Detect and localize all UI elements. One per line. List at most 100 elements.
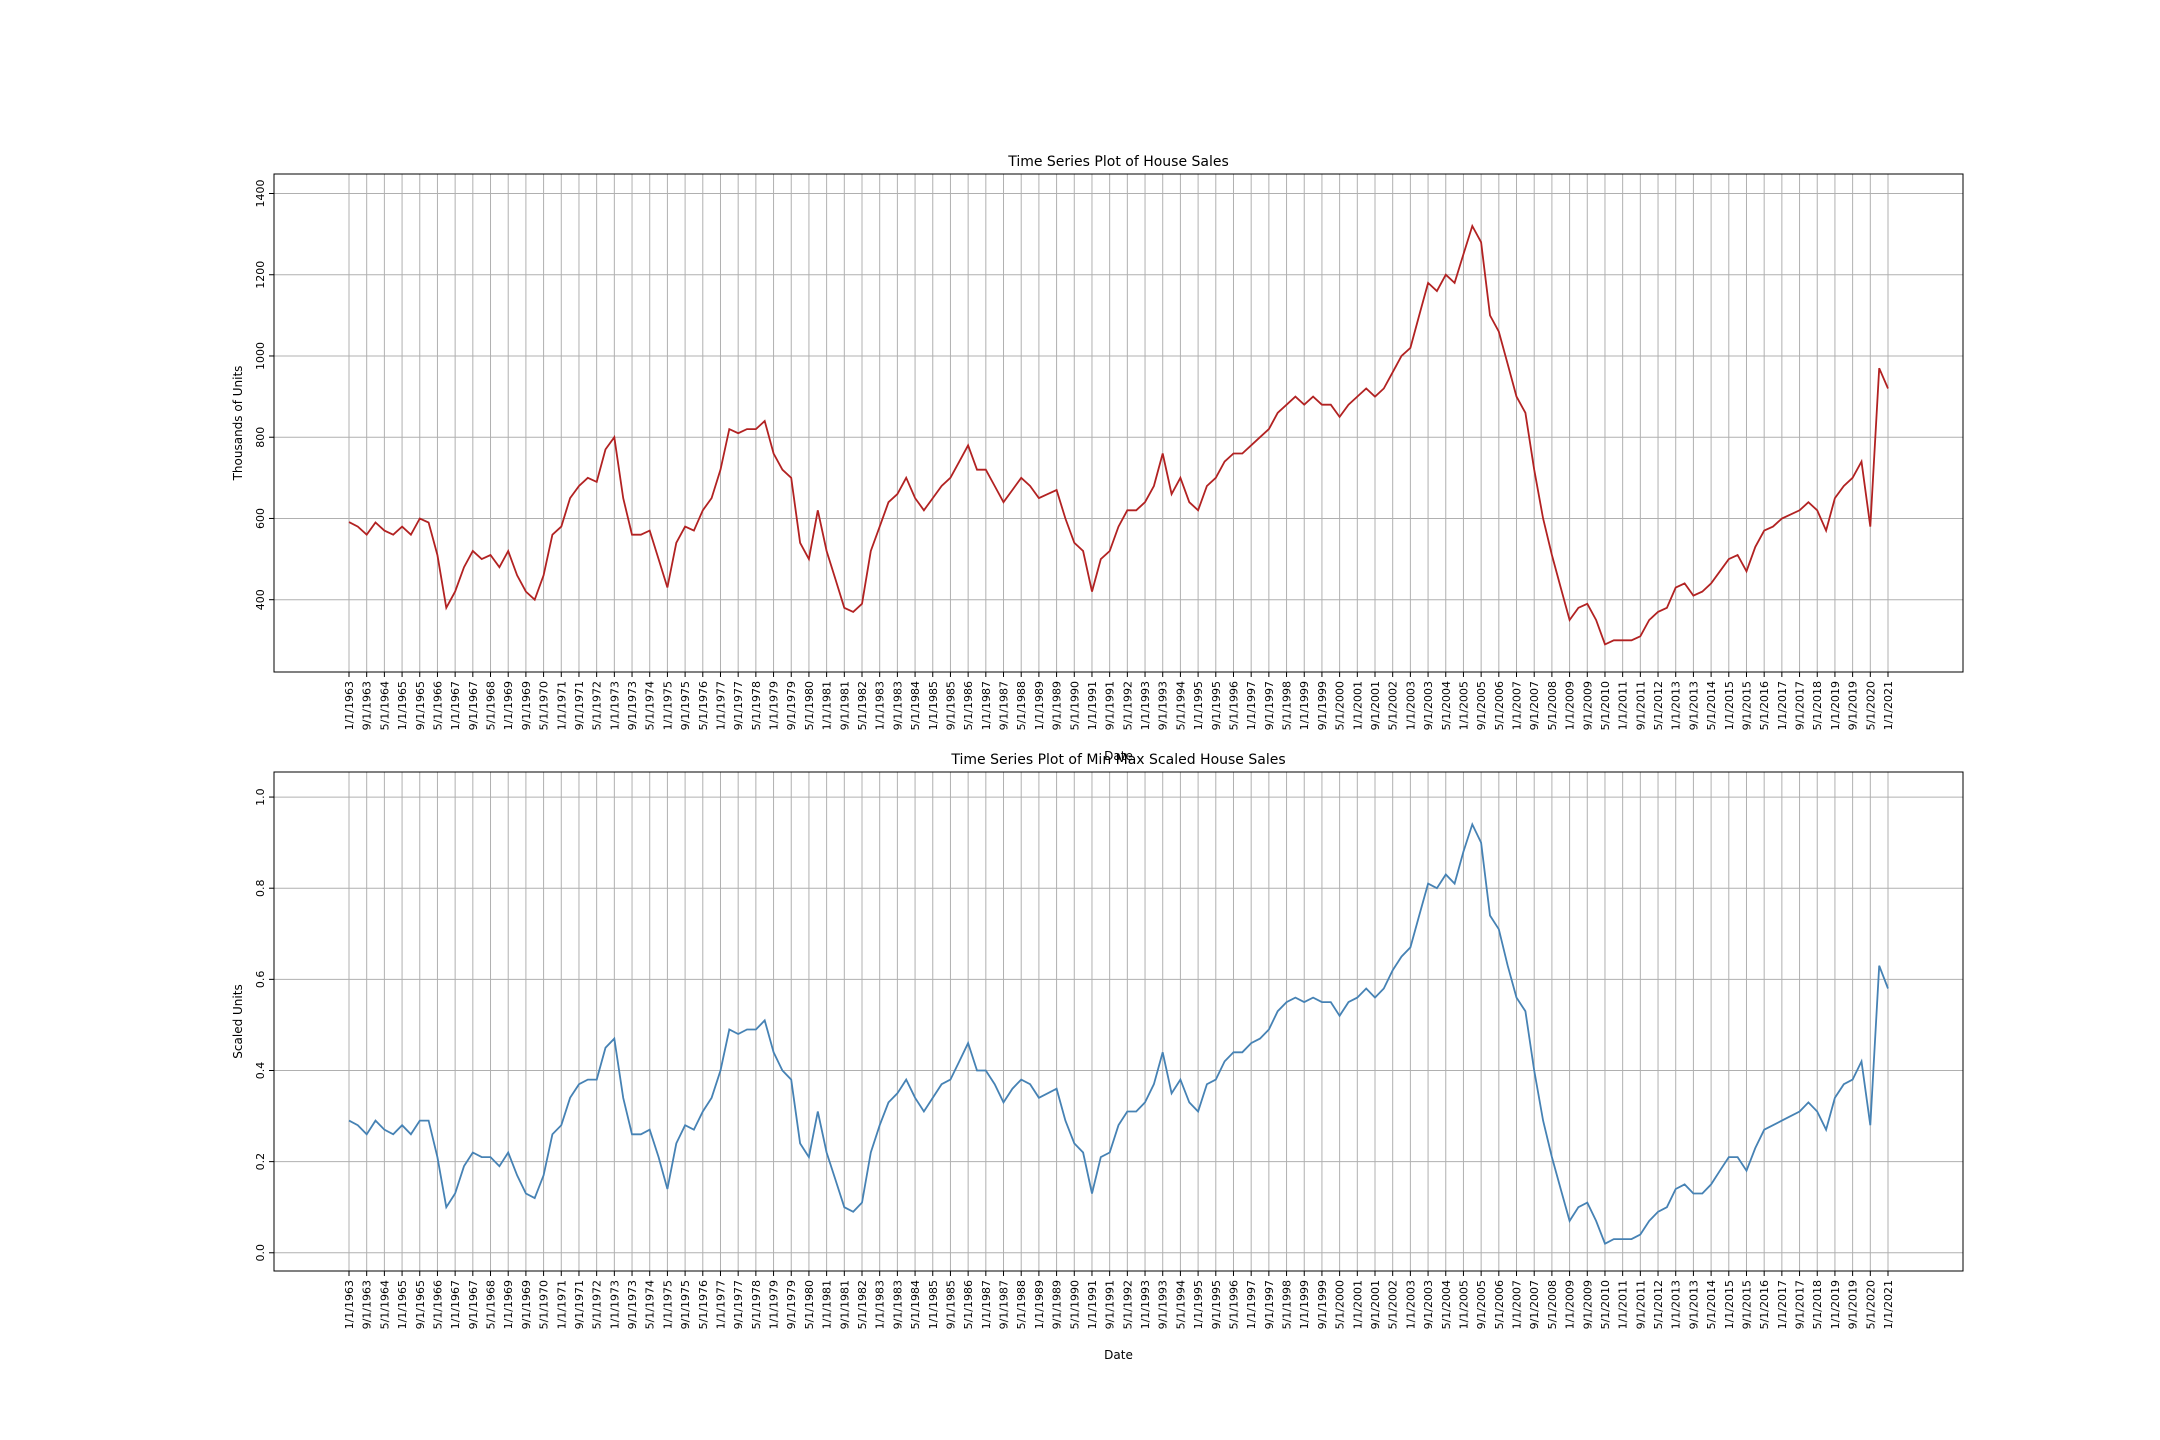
x-tick-label: 1/1/2021 xyxy=(1882,681,1895,730)
chart-title: Time Series Plot of Min Max Scaled House… xyxy=(950,752,1285,768)
x-tick-label: 9/1/1983 xyxy=(891,681,904,730)
x-tick-label: 9/1/1973 xyxy=(626,681,639,730)
x-tick-label: 9/1/1995 xyxy=(1210,681,1223,730)
y-tick-label: 600 xyxy=(254,508,267,529)
x-tick-label: 1/1/1987 xyxy=(980,1280,993,1329)
x-tick-label: 1/1/1977 xyxy=(714,1280,727,1329)
x-tick-label: 5/1/1970 xyxy=(538,681,551,730)
plot-frame xyxy=(273,771,1964,1272)
x-tick-label: 9/1/1965 xyxy=(414,681,427,730)
y-tick-label: 400 xyxy=(254,589,267,610)
x-tick-label: 1/1/1973 xyxy=(608,681,621,730)
x-tick-label: 1/1/1963 xyxy=(343,681,356,730)
x-tick-label: 1/1/1983 xyxy=(874,681,887,730)
x-tick-label: 5/1/2014 xyxy=(1705,1280,1718,1329)
x-tick-label: 1/1/2005 xyxy=(1457,1280,1470,1329)
x-tick-label: 1/1/2011 xyxy=(1617,681,1630,730)
x-tick-label: 1/1/1969 xyxy=(502,1280,515,1329)
x-tick-label: 9/1/1985 xyxy=(944,681,957,730)
x-tick-label: 1/1/1979 xyxy=(768,681,781,730)
x-tick-label: 1/1/1965 xyxy=(396,681,409,730)
x-tick-label: 9/1/2005 xyxy=(1475,1280,1488,1329)
x-tick-label: 5/1/2010 xyxy=(1599,1280,1612,1329)
x-tick-label: 9/1/1979 xyxy=(785,681,798,730)
x-tick-label: 5/1/1980 xyxy=(803,1280,816,1329)
x-tick-label: 9/1/1981 xyxy=(838,1280,851,1329)
x-tick-label: 1/1/1971 xyxy=(555,681,568,730)
x-tick-label: 9/1/2019 xyxy=(1847,1280,1860,1329)
x-tick-label: 1/1/1975 xyxy=(661,681,674,730)
x-tick-label: 9/1/2015 xyxy=(1740,1280,1753,1329)
x-tick-label: 9/1/1993 xyxy=(1157,1280,1170,1329)
x-tick-label: 5/1/2008 xyxy=(1546,681,1559,730)
x-axis-label: Date xyxy=(1104,749,1133,763)
x-tick-label: 5/1/2014 xyxy=(1705,681,1718,730)
plot-frame xyxy=(273,173,1964,673)
x-tick-label: 9/1/1987 xyxy=(998,1280,1011,1329)
x-tick-label: 5/1/2020 xyxy=(1864,1280,1877,1329)
x-tick-label: 1/1/1991 xyxy=(1086,681,1099,730)
x-tick-label: 9/1/1971 xyxy=(573,681,586,730)
x-tick-label: 1/1/2019 xyxy=(1829,1280,1842,1329)
x-tick-label: 5/1/1966 xyxy=(431,681,444,730)
y-tick-label: 800 xyxy=(254,427,267,448)
x-tick-label: 5/1/2012 xyxy=(1652,681,1665,730)
x-tick-label: 9/1/1997 xyxy=(1263,681,1276,730)
x-tick-label: 5/1/1972 xyxy=(591,681,604,730)
x-tick-label: 5/1/2018 xyxy=(1811,681,1824,730)
x-tick-label: 9/1/2003 xyxy=(1422,681,1435,730)
x-tick-label: 1/1/1971 xyxy=(555,1280,568,1329)
x-tick-label: 5/1/1974 xyxy=(644,1280,657,1329)
x-tick-label: 1/1/2011 xyxy=(1617,1280,1630,1329)
x-tick-label: 9/1/2005 xyxy=(1475,681,1488,730)
x-tick-label: 1/1/2003 xyxy=(1404,681,1417,730)
x-tick-label: 9/1/1989 xyxy=(1051,681,1064,730)
x-tick-label: 1/1/1989 xyxy=(1033,681,1046,730)
y-tick-label: 0.8 xyxy=(254,879,267,897)
x-tick-label: 5/1/1984 xyxy=(909,681,922,730)
x-tick-label: 1/1/1999 xyxy=(1298,1280,1311,1329)
x-tick-label: 9/1/2013 xyxy=(1687,1280,1700,1329)
x-axis-label: Date xyxy=(1104,1348,1133,1362)
x-tick-label: 5/1/1990 xyxy=(1068,681,1081,730)
x-tick-label: 9/1/1967 xyxy=(467,1280,480,1329)
x-tick-label: 1/1/1977 xyxy=(714,681,727,730)
y-tick-label: 0.4 xyxy=(254,1062,267,1080)
x-tick-label: 1/1/1993 xyxy=(1139,1280,1152,1329)
x-tick-label: 5/1/1984 xyxy=(909,1280,922,1329)
x-tick-label: 5/1/1982 xyxy=(856,1280,869,1329)
x-tick-label: 5/1/1982 xyxy=(856,681,869,730)
x-tick-label: 5/1/2002 xyxy=(1387,1280,1400,1329)
y-tick-label: 1400 xyxy=(254,179,267,207)
x-tick-label: 9/1/1997 xyxy=(1263,1280,1276,1329)
x-tick-label: 9/1/1993 xyxy=(1157,681,1170,730)
x-tick-label: 1/1/2019 xyxy=(1829,681,1842,730)
x-tick-label: 1/1/2001 xyxy=(1351,681,1364,730)
x-tick-label: 5/1/1986 xyxy=(962,1280,975,1329)
x-tick-label: 9/1/1999 xyxy=(1316,681,1329,730)
y-tick-label: 1200 xyxy=(254,261,267,289)
x-tick-label: 1/1/2007 xyxy=(1511,681,1524,730)
x-tick-label: 1/1/2001 xyxy=(1351,1280,1364,1329)
data-line xyxy=(348,223,1889,646)
x-tick-label: 9/1/1999 xyxy=(1316,1280,1329,1329)
x-tick-label: 1/1/1975 xyxy=(661,1280,674,1329)
x-tick-label: 1/1/1967 xyxy=(449,681,462,730)
x-tick-label: 1/1/1963 xyxy=(343,1280,356,1329)
x-tick-label: 1/1/1985 xyxy=(927,1280,940,1329)
x-tick-label: 1/1/1969 xyxy=(502,681,515,730)
x-tick-label: 9/1/1985 xyxy=(944,1280,957,1329)
x-tick-label: 5/1/1980 xyxy=(803,681,816,730)
x-tick-label: 9/1/1963 xyxy=(361,681,374,730)
x-tick-label: 5/1/2010 xyxy=(1599,681,1612,730)
x-tick-label: 9/1/1963 xyxy=(361,1280,374,1329)
x-tick-label: 5/1/1964 xyxy=(378,1280,391,1329)
x-tick-label: 5/1/1994 xyxy=(1174,681,1187,730)
x-tick-label: 5/1/1992 xyxy=(1121,1280,1134,1329)
x-tick-label: 1/1/1989 xyxy=(1033,1280,1046,1329)
x-tick-label: 5/1/2016 xyxy=(1758,1280,1771,1329)
x-tick-label: 5/1/2016 xyxy=(1758,681,1771,730)
x-tick-label: 9/1/2019 xyxy=(1847,681,1860,730)
x-tick-label: 9/1/2007 xyxy=(1528,1280,1541,1329)
